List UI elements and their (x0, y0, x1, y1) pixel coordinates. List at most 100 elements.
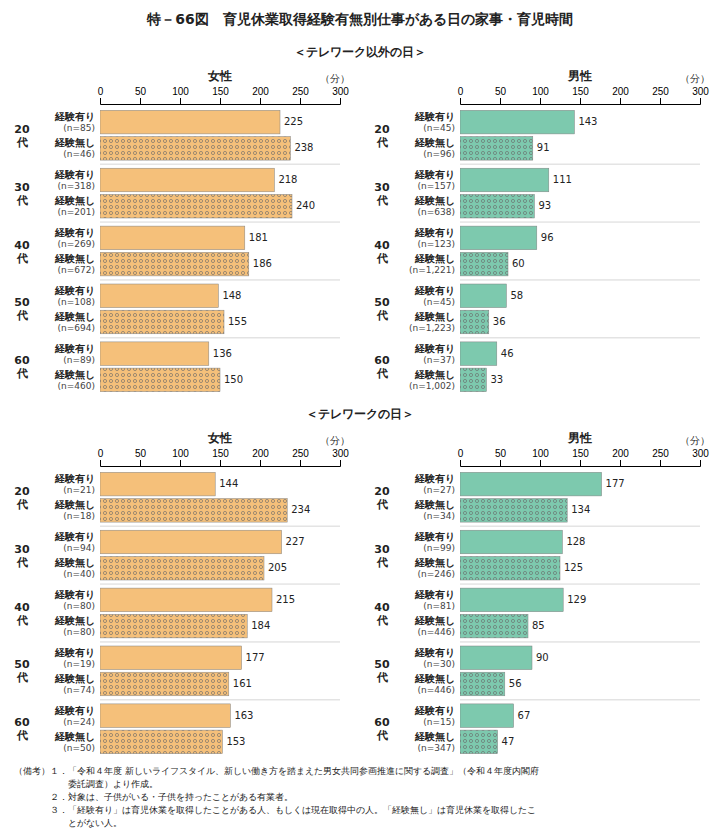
x-tick: 50 (495, 448, 507, 466)
category-label-line: 50 (374, 658, 390, 671)
data-label: 240 (296, 200, 315, 211)
category-label-line: 50 (14, 296, 30, 309)
x-tick: 300 (332, 86, 349, 104)
data-label: 93 (538, 200, 551, 211)
x-tick-mark (260, 98, 261, 104)
data-label: 150 (224, 374, 243, 385)
n-label: (n=85) (63, 123, 95, 133)
category-label: 40代 (14, 601, 30, 627)
data-label: 36 (493, 316, 506, 327)
series-label: 経験無し (414, 369, 455, 380)
n-label: (n=99) (423, 543, 455, 553)
category-label: 60代 (374, 716, 390, 742)
data-label: 33 (490, 374, 503, 385)
panel: 男性050100150200250300（分）20代143経験有り(n=45)9… (374, 69, 710, 392)
category-label-line: 代 (376, 556, 388, 569)
n-label: (n=347) (418, 743, 455, 753)
x-tick-label: 0 (98, 86, 104, 97)
series-label: 経験有り (414, 169, 455, 180)
series-label: 経験無し (54, 499, 95, 510)
note: とがない人。 (14, 818, 122, 828)
bar (460, 614, 528, 638)
x-tick-mark (340, 98, 341, 104)
n-label: (n=638) (418, 207, 455, 217)
bar (460, 672, 505, 696)
category-label-line: 代 (16, 614, 28, 627)
x-tick: 250 (652, 86, 669, 104)
bars (100, 472, 287, 753)
x-tick: 0 (98, 86, 104, 104)
x-tick: 50 (135, 448, 147, 466)
series-label: 経験有り (54, 111, 95, 122)
data-label: 111 (553, 174, 572, 185)
x-tick: 250 (652, 448, 669, 466)
data-label: 56 (509, 678, 522, 689)
bar (460, 110, 574, 134)
series-label: 経験無し (414, 557, 455, 568)
n-label: (n=45) (423, 297, 455, 307)
x-tick-mark (620, 98, 621, 104)
x-tick-mark (300, 98, 301, 104)
series-label: 経験有り (414, 227, 455, 238)
x-tick-mark (700, 98, 701, 104)
category-label: 60代 (14, 716, 30, 742)
x-tick: 200 (612, 448, 629, 466)
x-tick: 300 (332, 448, 349, 466)
bar (460, 472, 602, 496)
series-label: 経験有り (414, 473, 455, 484)
series-label: 経験有り (414, 111, 455, 122)
category-label-line: 40 (374, 239, 390, 252)
x-tick-label: 200 (612, 86, 629, 97)
section-title: ＜テレワーク以外の日＞ (294, 45, 426, 59)
n-label: (n=45) (423, 123, 455, 133)
category-label-line: 60 (14, 716, 30, 729)
series-label: 経験有り (414, 285, 455, 296)
category-label: 30代 (14, 181, 30, 207)
bar (460, 252, 508, 276)
x-tick: 300 (692, 448, 709, 466)
x-tick-label: 100 (532, 86, 549, 97)
group-separator (460, 699, 700, 700)
n-label: (n=19) (63, 659, 95, 669)
category-label: 40代 (374, 601, 390, 627)
n-label: (n=46) (63, 149, 95, 159)
data-label: 184 (251, 620, 270, 631)
series-label: 経験無し (414, 253, 455, 264)
x-axis-label: （分） (680, 73, 710, 84)
notes: （備考）１．「令和４年度 新しいライフスタイル、新しい働き方を踏まえた男女共同参… (14, 766, 539, 828)
x-axis: 050100150200250300 (98, 86, 350, 105)
n-label: (n=21) (63, 485, 95, 495)
note: （備考）１．「令和４年度 新しいライフスタイル、新しい働き方を踏まえた男女共同参… (14, 766, 539, 776)
x-tick-mark (140, 98, 141, 104)
group-separator (460, 641, 700, 642)
n-label: (n=446) (418, 685, 455, 695)
axis-line (461, 98, 701, 105)
x-axis: 050100150200250300 (458, 86, 710, 105)
panel: 男性050100150200250300（分）20代177経験有り(n=27)1… (374, 431, 710, 754)
category-label: 40代 (14, 239, 30, 265)
data-label: 136 (213, 348, 232, 359)
bar (100, 588, 272, 612)
note: ３．「経験有り」は育児休業を取得したことがある人、もしくは現在取得中の人。「経験… (14, 805, 536, 815)
category-label-line: 20 (374, 485, 390, 498)
data-label: 177 (246, 652, 265, 663)
series-label: 経験有り (54, 473, 95, 484)
bar (100, 168, 274, 192)
group-separator (460, 337, 700, 338)
category-label-line: 代 (376, 194, 388, 207)
n-label: (n=96) (423, 149, 455, 159)
group-separator (460, 164, 700, 165)
category-label: 60代 (374, 354, 390, 380)
bar (460, 646, 532, 670)
series-label: 経験有り (54, 343, 95, 354)
group-separator (100, 279, 340, 280)
n-label: (n=50) (63, 743, 95, 753)
data-label: 225 (284, 116, 303, 127)
series-label: 経験無し (54, 673, 95, 684)
x-tick: 50 (135, 86, 147, 104)
x-tick: 200 (252, 86, 269, 104)
data-label: 148 (222, 290, 241, 301)
labels: 20代143経験有り(n=45)91経験無し(n=96)30代111経験有り(n… (374, 111, 597, 391)
data-label: 47 (502, 736, 515, 747)
category-label-line: 60 (14, 354, 30, 367)
